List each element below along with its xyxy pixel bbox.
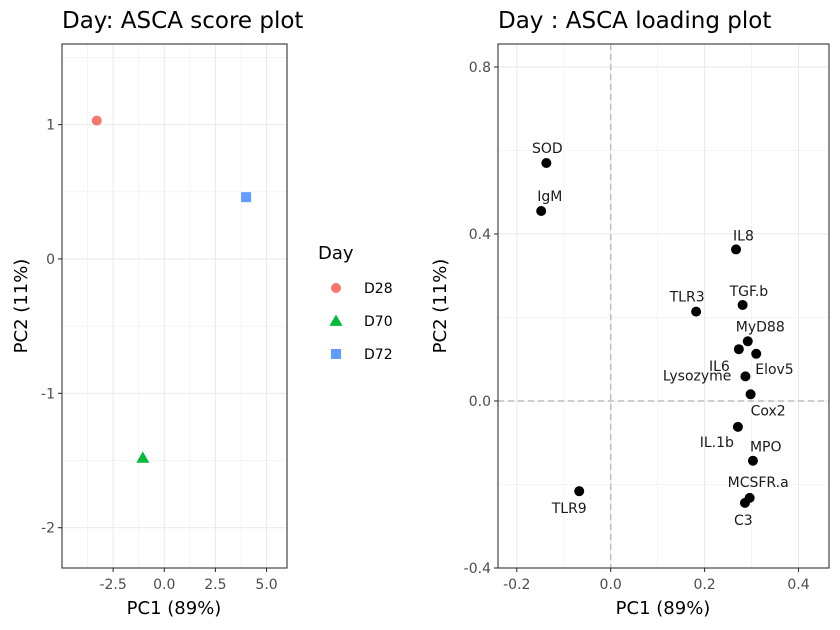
score-panel-border: [61, 43, 288, 569]
legend-title: Day: [318, 243, 354, 264]
loading-label-mcsfr-a: MCSFR.a: [728, 475, 789, 491]
y-tick-label: -0.4: [464, 561, 491, 577]
loading-label-lysozyme: Lysozyme: [663, 368, 732, 384]
loading-grid: [498, 44, 829, 569]
x-tick-label: 5.0: [255, 577, 277, 593]
y-tick-label: 0.0: [469, 394, 491, 410]
loading-x-axis-title: PC1 (89%): [616, 598, 711, 619]
loading-points: SOD IgM IL8 TLR3 TGF.b MyD88 IL6 Elov5 Lysozyme C…: [532, 141, 794, 529]
loading-label-tgf-b: TGF.b: [729, 284, 769, 300]
legend: Day D28 D70 D72: [318, 243, 393, 363]
loading-label-myd88: MyD88: [736, 319, 785, 335]
loading-label-igm: IgM: [537, 189, 562, 205]
legend-label-d70: D70: [364, 314, 393, 330]
loading-y-ticks: -0.4 0.0 0.4 0.8: [464, 60, 498, 577]
loading-label-il-1b: IL.1b: [700, 435, 734, 451]
loading-y-axis-title: PC2 (11%): [430, 259, 451, 354]
loading-x-ticks: -0.2 0.0 0.2 0.4: [503, 568, 810, 593]
score-x-ticks: -2.5 0.0 2.5 5.0: [99, 568, 278, 593]
x-tick-label: -2.5: [99, 577, 126, 593]
score-points: [91, 115, 252, 463]
loading-point-il-1b: [732, 421, 743, 432]
loading-panel-border: [497, 43, 830, 569]
y-tick-label: 0.4: [469, 227, 491, 243]
score-point-d28: [91, 115, 102, 126]
loading-label-sod: SOD: [532, 141, 563, 157]
y-tick-label: 0: [46, 252, 55, 268]
score-x-axis-title: PC1 (89%): [127, 598, 222, 619]
loading-label-il8: IL8: [733, 228, 754, 244]
loading-label-tlr3: TLR3: [669, 290, 705, 306]
loading-label-mpo: MPO: [750, 440, 782, 456]
x-tick-label: 0.2: [693, 577, 715, 593]
legend-key-d72: [331, 349, 341, 359]
score-plot: Day: ASCA score plot -2.5 0.0 2.5 5.0 -2 -1 0…: [11, 8, 303, 619]
legend-items: D28 D70 D72: [329, 281, 393, 363]
score-y-ticks: -2 -1 0 1: [41, 118, 62, 537]
loading-point-lysozyme: [740, 371, 751, 382]
loading-label-c3: C3: [734, 513, 753, 529]
legend-label-d28: D28: [364, 281, 393, 297]
loading-point-sod: [541, 157, 552, 168]
y-tick-label: 1: [46, 118, 55, 134]
loading-point-igm: [536, 206, 547, 217]
loading-point-tgf-b: [737, 299, 748, 310]
loading-label-il6: IL6: [709, 359, 730, 375]
loading-point-myd88: [742, 336, 753, 347]
x-tick-label: -0.2: [503, 577, 530, 593]
x-tick-label: 0.0: [153, 577, 175, 593]
loading-plot: Day : ASCA loading plot -0.2 0.0 0.2 0.4 -0…: [430, 8, 830, 619]
loading-label-tlr9: TLR9: [551, 501, 587, 517]
loading-point-tlr9: [574, 486, 585, 497]
x-tick-label: 0.0: [600, 577, 622, 593]
loading-point-mpo: [747, 455, 758, 466]
x-tick-label: 2.5: [204, 577, 226, 593]
y-tick-label: 0.8: [469, 60, 491, 76]
loading-point-c3: [739, 497, 750, 508]
loading-reference-lines: [498, 44, 829, 568]
score-point-d72: [241, 192, 252, 203]
loading-plot-title: Day : ASCA loading plot: [498, 8, 771, 34]
legend-key-d28: [331, 283, 341, 293]
y-tick-label: -1: [41, 386, 55, 402]
loading-point-cox2: [745, 389, 756, 400]
loading-point-il8: [731, 244, 742, 255]
score-plot-title: Day: ASCA score plot: [62, 8, 303, 34]
loading-label-elov5: Elov5: [755, 362, 794, 378]
loading-point-tlr3: [691, 306, 702, 317]
score-y-axis-title: PC2 (11%): [11, 259, 32, 354]
x-tick-label: 0.4: [787, 577, 809, 593]
score-grid: [62, 44, 287, 568]
legend-label-d72: D72: [364, 347, 393, 363]
y-tick-label: -2: [41, 521, 55, 537]
score-point-d70: [136, 451, 150, 463]
legend-key-d70: [329, 314, 343, 326]
loading-point-il6: [733, 344, 744, 355]
loading-point-elov5: [751, 348, 762, 359]
loading-label-cox2: Cox2: [751, 403, 786, 419]
